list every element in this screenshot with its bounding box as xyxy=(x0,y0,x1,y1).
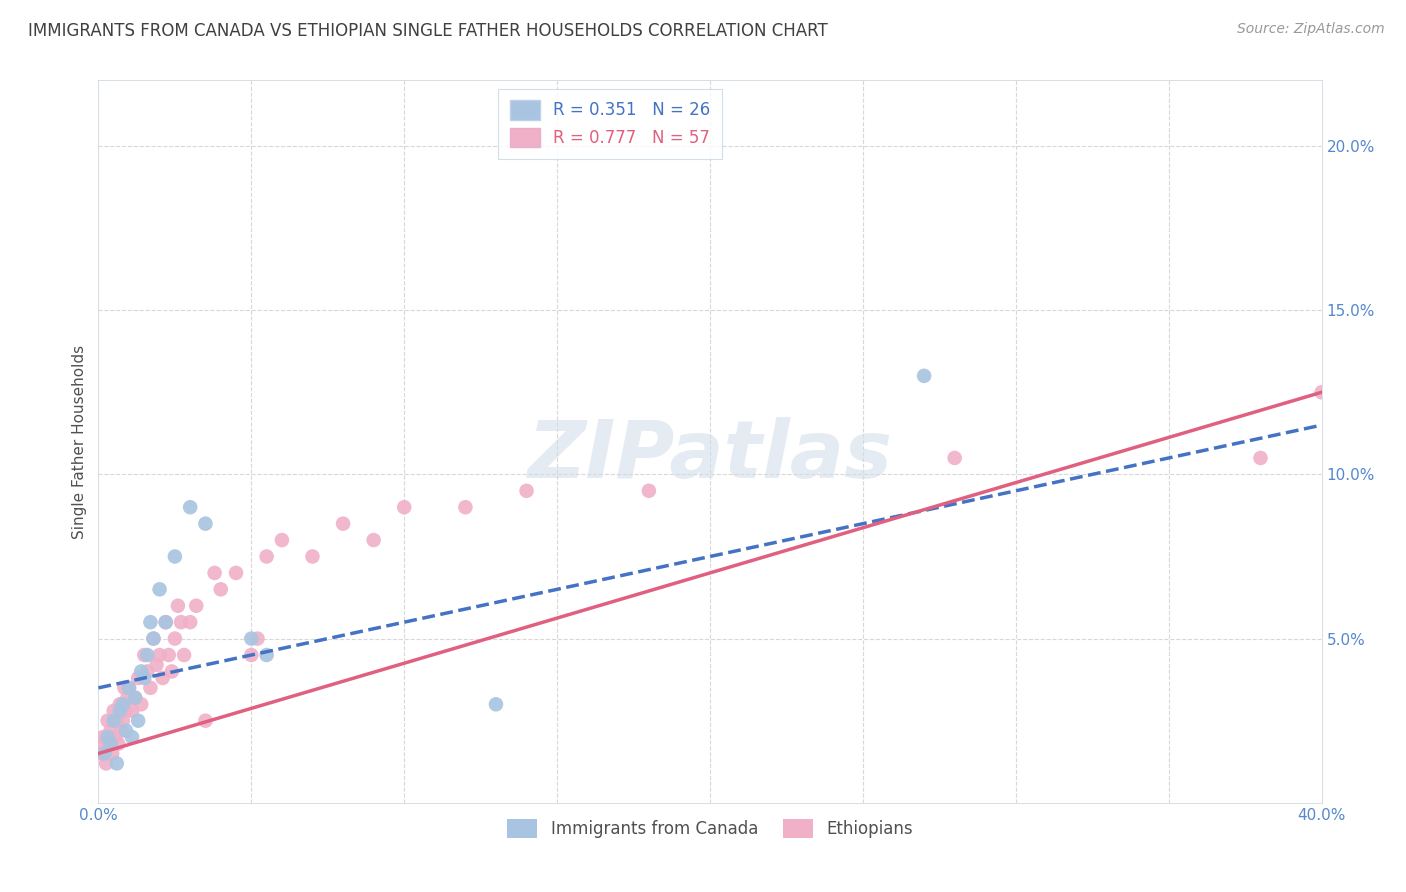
Point xyxy=(107,737,129,751)
Point xyxy=(111,698,134,712)
Point xyxy=(943,450,966,465)
Point xyxy=(94,756,117,771)
Point xyxy=(912,368,935,383)
Point xyxy=(129,698,152,712)
Point xyxy=(129,665,152,679)
Point xyxy=(100,723,122,738)
Point xyxy=(115,723,138,738)
Point xyxy=(93,747,115,761)
Point xyxy=(110,723,132,738)
Point xyxy=(204,566,226,580)
Point xyxy=(103,704,125,718)
Point xyxy=(167,599,190,613)
Point xyxy=(136,665,159,679)
Point xyxy=(121,704,143,718)
Point xyxy=(152,671,174,685)
Point xyxy=(136,648,159,662)
Point xyxy=(142,632,165,646)
Point xyxy=(186,599,208,613)
Text: ZIPatlas: ZIPatlas xyxy=(527,417,893,495)
Point xyxy=(108,704,131,718)
Point xyxy=(209,582,232,597)
Point xyxy=(142,632,165,646)
Point xyxy=(91,730,114,744)
Point xyxy=(246,632,269,646)
Y-axis label: Single Father Households: Single Father Households xyxy=(72,344,87,539)
Text: IMMIGRANTS FROM CANADA VS ETHIOPIAN SINGLE FATHER HOUSEHOLDS CORRELATION CHART: IMMIGRANTS FROM CANADA VS ETHIOPIAN SING… xyxy=(28,22,828,40)
Point xyxy=(179,500,201,515)
Point xyxy=(115,704,138,718)
Point xyxy=(117,690,139,705)
Point xyxy=(111,714,134,728)
Point xyxy=(118,681,141,695)
Point xyxy=(149,582,172,597)
Point xyxy=(103,714,125,728)
Point xyxy=(363,533,385,547)
Point xyxy=(392,500,416,515)
Point xyxy=(194,516,217,531)
Point xyxy=(139,681,162,695)
Point xyxy=(98,737,121,751)
Point xyxy=(104,730,127,744)
Point xyxy=(134,671,156,685)
Point xyxy=(1250,450,1272,465)
Point xyxy=(173,648,195,662)
Point xyxy=(160,665,183,679)
Legend: Immigrants from Canada, Ethiopians: Immigrants from Canada, Ethiopians xyxy=(501,813,920,845)
Point xyxy=(485,698,508,712)
Point xyxy=(155,615,177,630)
Point xyxy=(108,698,131,712)
Point xyxy=(637,483,661,498)
Point xyxy=(179,615,201,630)
Point xyxy=(139,615,162,630)
Point xyxy=(149,648,172,662)
Point xyxy=(118,681,141,695)
Point xyxy=(127,671,149,685)
Point xyxy=(270,533,294,547)
Point xyxy=(454,500,477,515)
Point xyxy=(256,648,278,662)
Point xyxy=(93,737,115,751)
Text: Source: ZipAtlas.com: Source: ZipAtlas.com xyxy=(1237,22,1385,37)
Point xyxy=(225,566,247,580)
Point xyxy=(105,714,128,728)
Point xyxy=(163,549,186,564)
Point xyxy=(256,549,278,564)
Point xyxy=(516,483,538,498)
Point xyxy=(332,516,354,531)
Point xyxy=(127,714,149,728)
Point xyxy=(1310,385,1333,400)
Point xyxy=(121,730,143,744)
Point xyxy=(170,615,193,630)
Point xyxy=(194,714,217,728)
Point xyxy=(97,730,120,744)
Point xyxy=(124,690,146,705)
Point xyxy=(157,648,180,662)
Point xyxy=(97,714,120,728)
Point xyxy=(301,549,323,564)
Point xyxy=(112,681,135,695)
Point xyxy=(90,747,112,761)
Point xyxy=(240,648,263,662)
Point xyxy=(163,632,186,646)
Point xyxy=(124,690,146,705)
Point xyxy=(105,756,128,771)
Point xyxy=(134,648,156,662)
Point xyxy=(240,632,263,646)
Point xyxy=(100,737,122,751)
Point xyxy=(101,747,124,761)
Point xyxy=(145,657,167,672)
Point xyxy=(155,615,177,630)
